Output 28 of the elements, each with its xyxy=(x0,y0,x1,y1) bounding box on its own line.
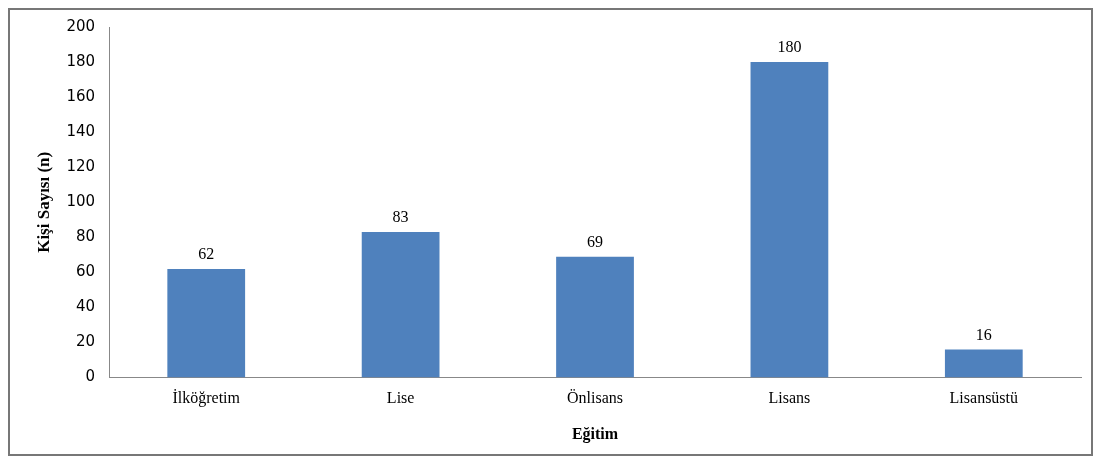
data-label: 83 xyxy=(392,208,409,226)
data-label: 180 xyxy=(777,38,802,56)
bar xyxy=(167,268,246,378)
y-tick-label: 60 xyxy=(75,262,96,281)
bar xyxy=(944,349,1023,378)
x-tick-label: Lisansüstü xyxy=(949,389,1019,407)
y-tick-label: 200 xyxy=(66,16,96,35)
data-label: 62 xyxy=(198,245,215,263)
x-tick-label: Lisans xyxy=(768,389,811,407)
x-tick-label: İlköğretim xyxy=(172,389,241,408)
data-label: 16 xyxy=(975,325,992,343)
bar xyxy=(556,256,634,378)
y-tick-label: 20 xyxy=(75,332,96,351)
x-axis-title: Eğitim xyxy=(571,424,619,443)
y-tick-label: 40 xyxy=(75,297,96,316)
data-label: 69 xyxy=(587,232,604,250)
y-tick-label: 140 xyxy=(66,122,96,141)
x-tick-label: Önlisans xyxy=(567,389,624,407)
bar xyxy=(361,232,440,378)
y-tick-label: 180 xyxy=(66,51,96,70)
y-tick-label: 100 xyxy=(66,192,96,211)
y-tick-label: 80 xyxy=(75,227,96,246)
y-tick-label: 0 xyxy=(85,367,96,386)
bar xyxy=(750,62,829,378)
y-tick-label: 160 xyxy=(66,87,96,106)
y-axis-title: Kişi Sayısı (n) xyxy=(33,151,53,253)
x-tick-label: Lise xyxy=(386,389,415,407)
y-tick-label: 120 xyxy=(66,157,96,176)
